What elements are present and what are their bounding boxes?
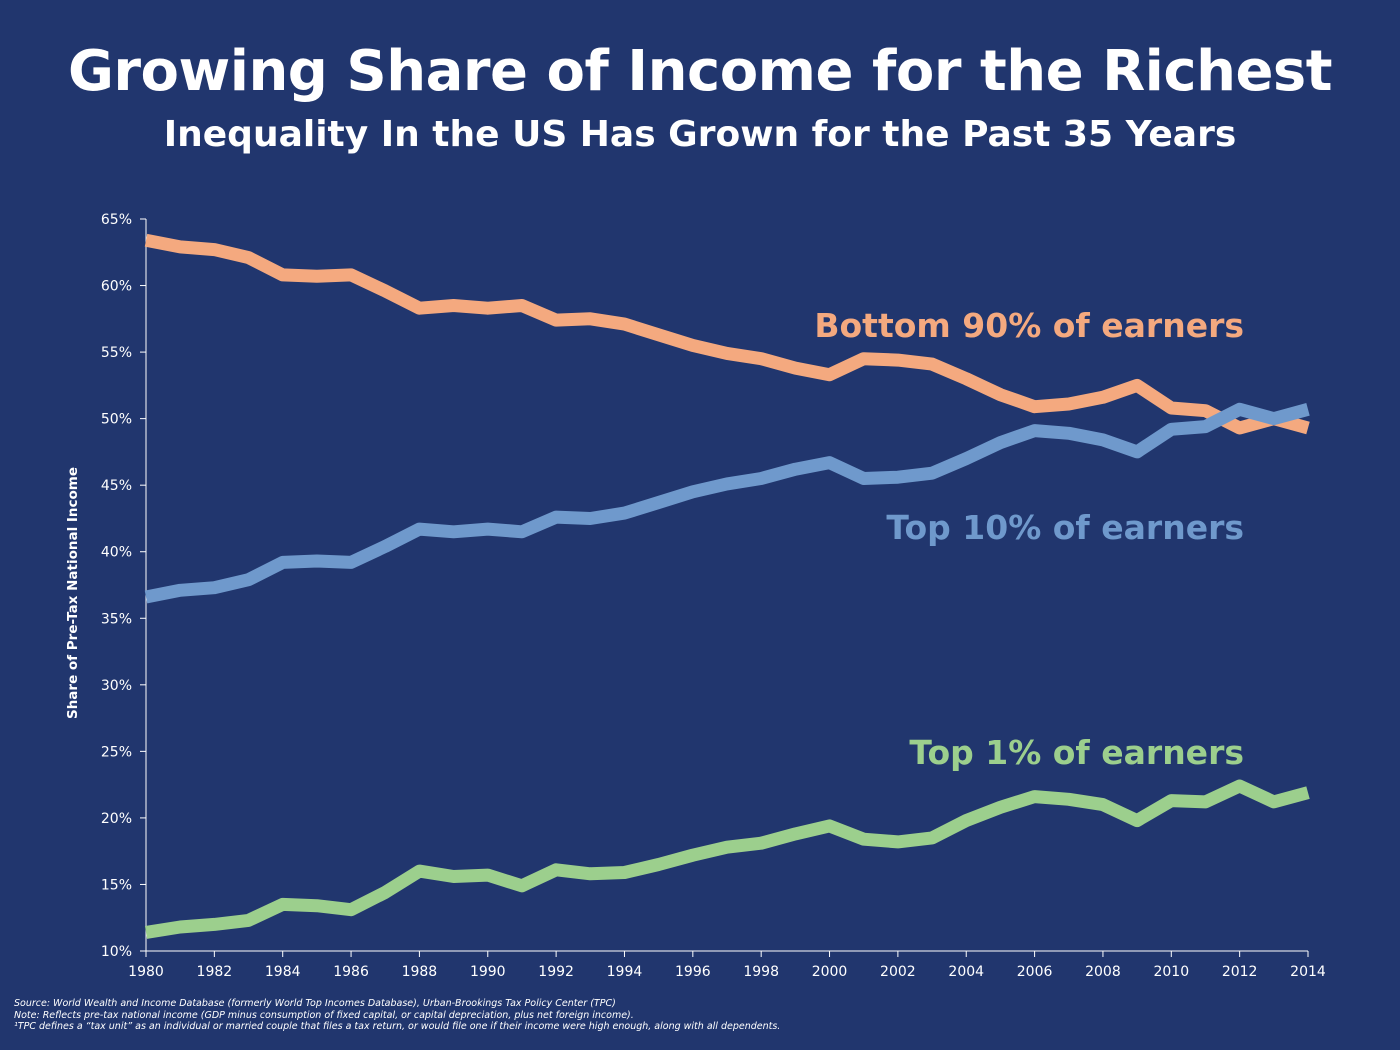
x-tick-label: 2008 [1085,964,1121,980]
y-tick-label: 45% [101,478,132,494]
y-tick-label: 15% [101,877,132,893]
y-tick-label: 10% [101,944,132,960]
series-line-top-10 [144,402,1310,604]
y-axis-title: Share of Pre-Tax National Income [65,467,81,719]
x-tick-label: 1980 [128,964,164,980]
x-tick-label: 1994 [607,964,643,980]
x-tick-label: 2006 [1017,964,1053,980]
label-top-10: Top 10% of earners [886,508,1244,547]
y-tick-label: 50% [101,412,132,428]
x-tick-label: 1988 [402,964,438,980]
x-tick-label: 1982 [197,964,233,980]
series-line-top-1 [144,779,1310,939]
chart-subtitle: Inequality In the US Has Grown for the P… [163,114,1237,155]
x-tick-label: 1992 [538,964,574,980]
y-tick-label: 20% [101,811,132,827]
x-tick-label: 1986 [333,964,369,980]
label-bottom-90: Bottom 90% of earners [814,306,1244,345]
chart-title: Growing Share of Income for the Richest [67,39,1333,104]
y-tick-label: 60% [101,279,132,295]
footnotes: Source: World Wealth and Income Database… [14,998,1394,1033]
y-tick-label: 55% [101,345,132,361]
tax-unit-note: ¹TPC defines a “tax unit” as an individu… [14,1021,781,1032]
y-tick-label: 30% [101,678,132,694]
x-tick-label: 2010 [1153,964,1189,980]
y-tick-label: 35% [101,611,132,627]
y-tick-label: 40% [101,545,132,561]
x-tick-label: 2014 [1290,964,1326,980]
x-tick-label: 1998 [743,964,779,980]
x-tick-label: 1990 [470,964,506,980]
y-tick-label: 65% [101,212,132,228]
method-note: Note: Reflects pre-tax national income (… [14,1009,634,1021]
x-tick-label: 1984 [265,964,301,980]
series-line-bottom-90 [144,233,1310,435]
x-tick-label: 2012 [1222,964,1258,980]
source-note: Source: World Wealth and Income Database… [14,998,616,1009]
x-tick-label: 2000 [812,964,848,980]
series-labels: Bottom 90% of earners Top 10% of earners… [814,306,1244,772]
x-tick-label: 2002 [880,964,916,980]
axes: Share of Pre-Tax National Income [65,219,1308,952]
x-tick-label: 2004 [948,964,984,980]
label-top-1: Top 1% of earners [909,733,1244,772]
x-tick-label: 1996 [675,964,711,980]
y-tick-label: 25% [101,744,132,760]
series-lines [144,233,1310,939]
tick-labels: 10% 15% 20% 25% 30% 35% 40% 45% 50% 55% 60% 65% 1980… [101,212,1326,980]
